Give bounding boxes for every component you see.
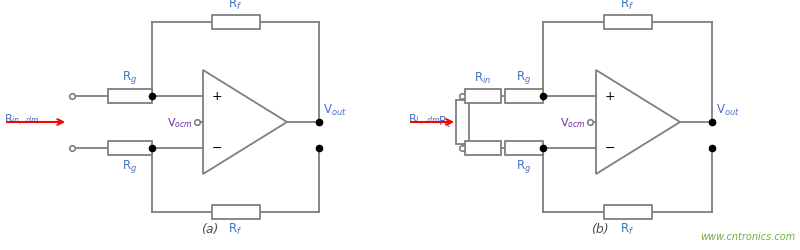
Text: R$_f$: R$_f$ [228,222,242,237]
Text: −: − [212,142,222,154]
Text: R$_f$: R$_f$ [620,0,634,12]
Bar [465,141,501,155]
Text: R$_g$: R$_g$ [516,69,532,86]
Bar [108,141,152,155]
Bar [211,205,259,219]
Text: −: − [605,142,615,154]
Text: V$_{out}$: V$_{out}$ [716,103,740,118]
Text: +: + [212,90,222,102]
Text: R$_{L,\ dm}$: R$_{L,\ dm}$ [408,112,441,128]
Text: R$_t$: R$_t$ [438,114,451,130]
Text: (b): (b) [591,223,609,236]
Bar [603,205,651,219]
Text: R$_{in,\ dm}$: R$_{in,\ dm}$ [4,112,39,128]
Bar [108,89,152,103]
Bar [505,89,543,103]
Text: (a): (a) [202,223,218,236]
Bar [211,15,259,29]
Text: www.cntronics.com: www.cntronics.com [700,232,795,242]
Text: R$_g$: R$_g$ [516,158,532,175]
Text: +: + [605,90,616,102]
Text: V$_{out}$: V$_{out}$ [323,103,347,118]
Bar [455,100,469,144]
Text: V$_{ocm}$: V$_{ocm}$ [167,116,193,130]
Text: R$_{in}$: R$_{in}$ [474,71,492,86]
Text: V$_{ocm}$: V$_{ocm}$ [560,116,586,130]
Bar [505,141,543,155]
Text: R$_f$: R$_f$ [620,222,634,237]
Bar [603,15,651,29]
Text: R$_g$: R$_g$ [122,158,138,175]
Text: R$_g$: R$_g$ [122,69,138,86]
Bar [465,89,501,103]
Text: R$_f$: R$_f$ [228,0,242,12]
